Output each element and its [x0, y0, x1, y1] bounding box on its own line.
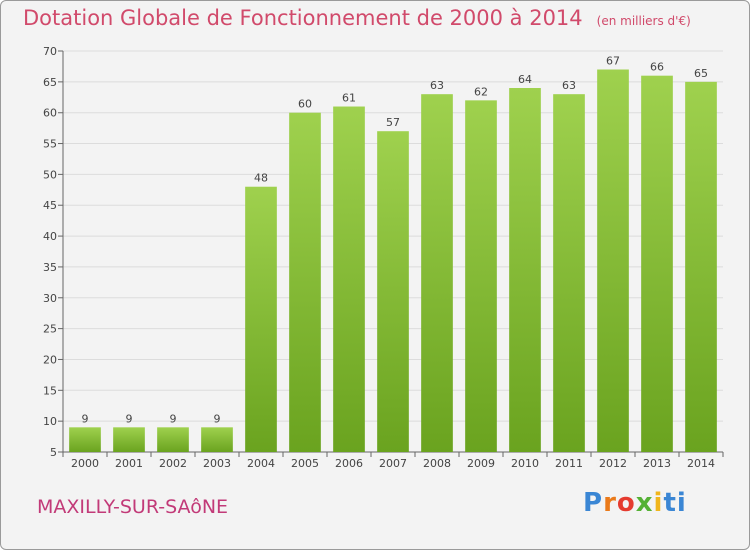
data-label: 48 [254, 172, 268, 185]
x-tick-label: 2011 [555, 457, 583, 470]
x-tick-label: 2007 [379, 457, 407, 470]
x-tick-label: 2008 [423, 457, 451, 470]
y-tick-label: 30 [43, 292, 57, 305]
data-label: 65 [694, 67, 708, 80]
data-label: 9 [214, 412, 221, 425]
data-label: 63 [430, 79, 444, 92]
logo-letter: ti [663, 488, 687, 518]
x-tick-label: 2002 [159, 457, 187, 470]
bar [69, 427, 101, 452]
y-tick-label: 5 [50, 446, 57, 459]
x-tick-label: 2005 [291, 457, 319, 470]
bar [333, 106, 365, 453]
data-label: 9 [82, 412, 89, 425]
bar [509, 88, 541, 452]
data-label: 57 [386, 116, 400, 129]
x-tick-label: 2009 [467, 457, 495, 470]
data-label: 64 [518, 73, 532, 86]
logo-letter: x [635, 488, 654, 518]
data-label: 62 [474, 85, 488, 98]
x-tick-label: 2010 [511, 457, 539, 470]
data-label: 9 [170, 412, 177, 425]
bar [113, 427, 145, 452]
bar [641, 75, 673, 452]
y-tick-label: 50 [43, 168, 57, 181]
x-tick-label: 2012 [599, 457, 627, 470]
proxiti-logo[interactable]: Proxiti [583, 488, 687, 518]
y-tick-label: 45 [43, 199, 57, 212]
y-tick-label: 10 [43, 415, 57, 428]
y-tick-label: 15 [43, 384, 57, 397]
bar [421, 94, 453, 452]
logo-letter: r [603, 488, 617, 518]
y-tick-label: 60 [43, 107, 57, 120]
bar [245, 186, 277, 452]
bar [553, 94, 585, 452]
x-tick-label: 2004 [247, 457, 275, 470]
x-tick-label: 2014 [687, 457, 715, 470]
bar [597, 69, 629, 452]
data-label: 9 [126, 412, 133, 425]
y-tick-label: 70 [43, 45, 57, 58]
y-tick-label: 25 [43, 323, 57, 336]
bars [69, 69, 717, 453]
y-tick-label: 20 [43, 353, 57, 366]
chart-title: Dotation Globale de Fonctionnement de 20… [23, 6, 691, 30]
data-label: 63 [562, 79, 576, 92]
x-tick-label: 2001 [115, 457, 143, 470]
logo-letter: i [653, 488, 664, 518]
labels: 9 9 9 9 48 60 61 57 63 62 64 63 67 66 65 [82, 55, 709, 426]
y-tick-label: 65 [43, 76, 57, 89]
logo-letter: o [616, 488, 636, 518]
chart-unit: (en milliers d'€) [596, 14, 691, 28]
y-tick-label: 40 [43, 230, 57, 243]
bar [465, 100, 497, 452]
chart-title-text: Dotation Globale de Fonctionnement de 20… [23, 6, 583, 30]
x-tick-label: 2006 [335, 457, 363, 470]
bar [157, 427, 189, 452]
commune-name: MAXILLY-SUR-SAôNE [37, 496, 229, 518]
x-tick-label: 2003 [203, 457, 231, 470]
y-tick-label: 35 [43, 261, 57, 274]
data-label: 67 [606, 55, 620, 68]
data-label: 61 [342, 92, 356, 105]
bar [685, 81, 717, 452]
y-tick-label: 55 [43, 138, 57, 151]
data-label: 60 [298, 98, 312, 111]
bar [377, 131, 409, 452]
x-tick-label: 2000 [71, 457, 99, 470]
bar [289, 112, 321, 452]
bar [201, 427, 233, 452]
x-tick-label: 2013 [643, 457, 671, 470]
data-label: 66 [650, 61, 664, 74]
logo-letter: P [583, 488, 604, 518]
